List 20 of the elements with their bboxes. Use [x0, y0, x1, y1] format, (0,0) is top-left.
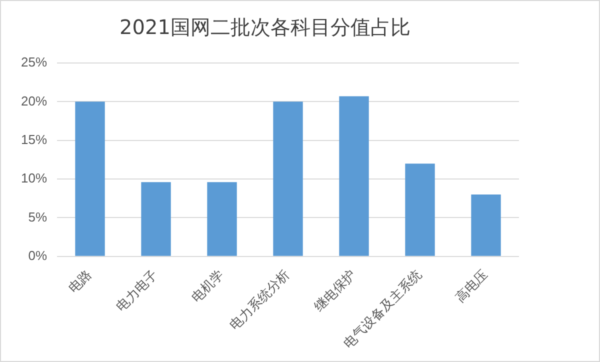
y-tick-label: 0% [28, 248, 48, 264]
bar [339, 96, 369, 256]
x-tick-label: 继电保护 [312, 268, 360, 315]
bar [141, 182, 171, 256]
x-tick-label: 高电压 [452, 266, 492, 306]
y-tick-label: 20% [20, 93, 48, 108]
bar [207, 182, 237, 256]
x-tick-label: 电力电子 [114, 268, 162, 315]
x-tick-label: 电力系统分析 [227, 268, 294, 334]
bar [75, 102, 105, 256]
x-tick-label: 电路 [66, 268, 96, 297]
bar [273, 102, 303, 256]
y-tick-label: 25% [20, 54, 48, 70]
y-tick-label: 5% [28, 209, 48, 224]
y-tick-label: 10% [20, 170, 48, 186]
bar [471, 194, 501, 256]
chart-title: 2021国网二批次各科目分值占比 [120, 15, 410, 40]
y-tick-label: 15% [20, 132, 48, 147]
bar [405, 164, 435, 256]
x-tick-label: 电机学 [189, 268, 228, 306]
